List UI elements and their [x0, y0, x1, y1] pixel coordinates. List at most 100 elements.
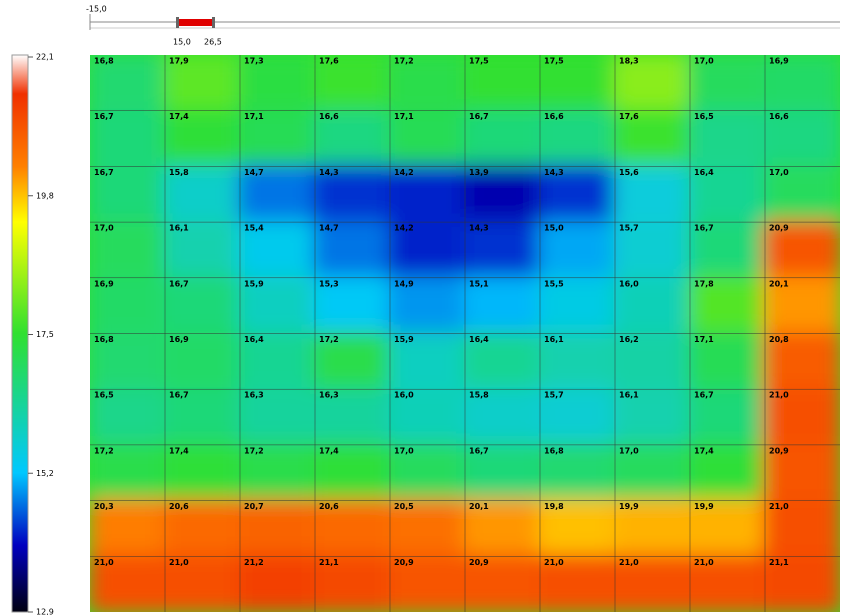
cell-label: 16,4: [469, 335, 489, 344]
cell-label: 16,7: [169, 391, 189, 400]
heat-cell: [238, 554, 317, 612]
heat-cell: [538, 220, 617, 280]
heat-cell: [238, 442, 317, 503]
cell-label: 20,1: [469, 502, 489, 511]
heat-cell: [763, 275, 840, 336]
heat-cell: [463, 442, 542, 503]
heat-cell: [388, 442, 467, 503]
color-scale: 22,1 19,8 17,5 15,2 12,9: [11, 53, 54, 615]
cell-label: 17,2: [94, 446, 114, 455]
heat-cell: [388, 387, 467, 447]
cell-label: 16,7: [694, 391, 714, 400]
heat-cell: [613, 387, 692, 447]
cell-label: 17,0: [694, 57, 714, 66]
heat-cell: [313, 275, 392, 336]
cell-label: 16,7: [94, 112, 114, 121]
slider-low: 15,0: [173, 38, 191, 47]
cell-label: 20,9: [769, 446, 789, 455]
cell-label: 16,6: [319, 112, 339, 121]
cell-label: 16,1: [169, 224, 189, 233]
slider-handle-high[interactable]: [212, 17, 215, 28]
cell-label: 15,6: [619, 168, 639, 177]
heat-cell: [163, 55, 242, 113]
cell-label: 14,3: [469, 224, 489, 233]
heat-cell: [763, 387, 840, 447]
range-slider[interactable]: -15,0 15,0 26,5: [86, 5, 840, 47]
heat-cell: [688, 55, 767, 113]
heat-cell: [763, 108, 840, 169]
heat-cell: [538, 275, 617, 336]
cell-label: 15,1: [469, 279, 489, 288]
cell-label: 21,0: [169, 558, 189, 567]
heat-cell: [90, 554, 167, 612]
cell-label: 16,8: [544, 446, 564, 455]
cell-label: 14,7: [319, 224, 339, 233]
heat-cell: [163, 554, 242, 612]
cell-label: 17,5: [544, 57, 564, 66]
cell-label: 17,0: [619, 446, 639, 455]
cell-label: 16,0: [619, 279, 639, 288]
cell-label: 16,2: [619, 335, 639, 344]
cell-label: 17,1: [694, 335, 714, 344]
heat-cell: [688, 275, 767, 336]
heat-cell: [463, 498, 542, 559]
cell-label: 16,1: [544, 335, 564, 344]
cell-label: 17,2: [394, 57, 414, 66]
heat-cell: [163, 108, 242, 169]
heat-cell: [238, 55, 317, 113]
heat-cell: [388, 164, 467, 225]
cell-label: 16,5: [94, 391, 114, 400]
cell-label: 16,3: [319, 391, 339, 400]
heat-cell: [613, 442, 692, 503]
cell-label: 21,0: [619, 558, 639, 567]
cell-label: 20,1: [769, 279, 789, 288]
cell-label: 16,7: [469, 112, 489, 121]
heat-cell: [463, 331, 542, 392]
scale-tick-label: 19,8: [36, 191, 54, 200]
heat-cell: [388, 108, 467, 169]
cell-label: 16,1: [619, 391, 639, 400]
heat-cell: [388, 331, 467, 392]
cell-label: 15,8: [469, 391, 489, 400]
heat-cell: [688, 331, 767, 392]
slider-handle-low[interactable]: [176, 17, 179, 28]
heat-cell: [90, 498, 167, 559]
heat-cell: [238, 331, 317, 392]
heat-cell: [538, 331, 617, 392]
heat-cell: [538, 164, 617, 225]
heat-cell: [463, 164, 542, 225]
cell-label: 17,1: [244, 112, 264, 121]
heat-cell: [388, 220, 467, 280]
heat-cell: [613, 108, 692, 169]
heat-field: [90, 55, 840, 612]
heat-cell: [763, 220, 840, 280]
heat-cell: [313, 55, 392, 113]
heat-cell: [463, 55, 542, 113]
cell-label: 14,3: [319, 168, 339, 177]
slider-min: -15,0: [86, 5, 107, 14]
cell-label: 17,8: [694, 279, 714, 288]
cell-label: 16,9: [169, 335, 189, 344]
heat-cell: [90, 387, 167, 447]
cell-label: 20,6: [169, 502, 189, 511]
cell-label: 15,4: [244, 224, 264, 233]
heat-cell: [163, 498, 242, 559]
cell-label: 16,7: [469, 446, 489, 455]
cell-label: 17,2: [319, 335, 339, 344]
heat-cell: [163, 331, 242, 392]
heat-cell: [313, 331, 392, 392]
cell-label: 16,7: [694, 224, 714, 233]
cell-label: 17,4: [694, 446, 714, 455]
cell-label: 15,9: [394, 335, 414, 344]
heat-cell: [90, 164, 167, 225]
heat-cell: [163, 164, 242, 225]
slider-range[interactable]: [178, 19, 213, 26]
heat-cell: [613, 331, 692, 392]
cell-label: 16,8: [94, 57, 114, 66]
cell-label: 20,9: [769, 224, 789, 233]
cell-label: 15,8: [169, 168, 189, 177]
heat-cell: [388, 554, 467, 612]
heat-cell: [538, 387, 617, 447]
heat-cell: [313, 442, 392, 503]
heat-cell: [763, 442, 840, 503]
